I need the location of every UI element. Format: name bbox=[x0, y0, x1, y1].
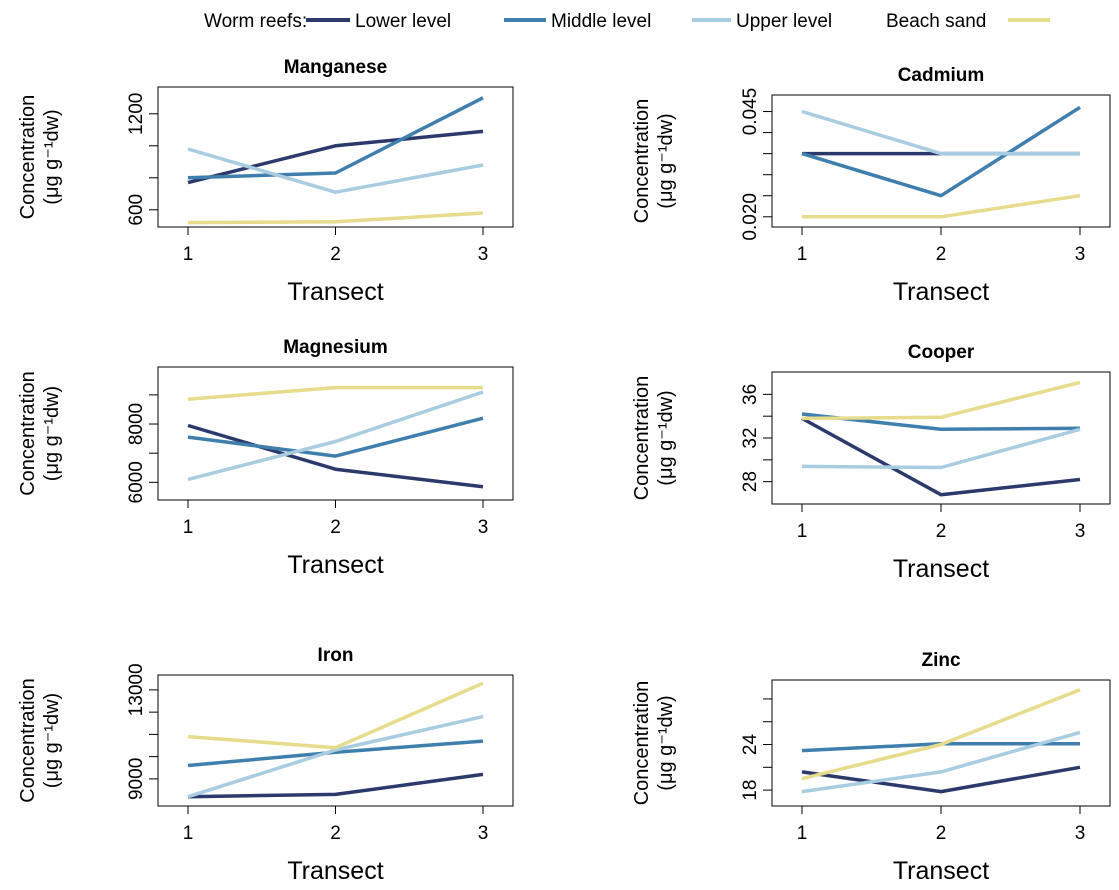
x-tick-label-manganese: 1 bbox=[183, 244, 194, 265]
x-tick-label-iron: 2 bbox=[330, 823, 341, 844]
x-tick-label-iron: 3 bbox=[478, 823, 489, 844]
y-axis-unit-zinc: (μg g⁻¹dw) bbox=[655, 695, 677, 790]
x-axis-label-zinc: Transect bbox=[893, 857, 989, 885]
panel-title-magnesium: Magnesium bbox=[283, 337, 388, 358]
series-line-iron-lower-level bbox=[187, 772, 484, 799]
x-tick-label-magnesium: 1 bbox=[183, 517, 194, 538]
panel-title-cooper: Cooper bbox=[908, 342, 975, 363]
y-axis-unit-cooper: (μg g⁻¹dw) bbox=[655, 390, 677, 485]
x-tick-label-cadmium: 3 bbox=[1075, 244, 1086, 265]
y-axis-unit-cadmium: (μg g⁻¹dw) bbox=[655, 113, 677, 208]
panel-title-zinc: Zinc bbox=[921, 650, 960, 671]
y-tick-label-zinc: 18 bbox=[740, 780, 761, 801]
x-tick-label-cooper: 2 bbox=[936, 521, 947, 542]
y-axis-unit-magnesium: (μg g⁻¹dw) bbox=[41, 386, 63, 481]
y-axis-unit-manganese: (μg g⁻¹dw) bbox=[41, 109, 63, 204]
y-tick-label-cooper: 32 bbox=[740, 427, 761, 448]
panel-zinc: Zinc 18 24 1 2 3 Transect Concentration (μg g⁻¹d… bbox=[631, 650, 1111, 885]
series-line-cadmium-upper-level bbox=[801, 109, 1080, 156]
x-axis-label-cooper: Transect bbox=[893, 555, 989, 583]
x-tick-label-cooper: 3 bbox=[1075, 521, 1086, 542]
series-line-magnesium-middle-level bbox=[187, 416, 484, 458]
series-line-iron-upper-level bbox=[187, 714, 484, 799]
y-axis-label-manganese: Concentration bbox=[17, 95, 39, 220]
series-line-magnesium-upper-level bbox=[187, 390, 484, 482]
x-axis-label-manganese: Transect bbox=[287, 278, 383, 306]
y-tick-label-magnesium: 6000 bbox=[126, 461, 147, 503]
series-line-manganese-upper-level bbox=[187, 147, 484, 194]
x-tick-label-zinc: 1 bbox=[797, 823, 808, 844]
x-tick-label-manganese: 2 bbox=[330, 244, 341, 265]
series-line-zinc-upper-level bbox=[801, 730, 1081, 794]
panel-manganese: Manganese 600 1200 1 2 3 Transect Concentration… bbox=[17, 57, 514, 306]
y-axis-label-iron: Concentration bbox=[17, 678, 39, 803]
panel-iron: Iron 9000 13000 1 2 3 Transect Concentration (μg… bbox=[17, 645, 514, 885]
panel-title-iron: Iron bbox=[318, 645, 354, 666]
y-tick-label-cooper: 36 bbox=[740, 384, 761, 405]
y-tick-label-iron: 9000 bbox=[126, 758, 147, 800]
plot-frame-cooper bbox=[771, 371, 1111, 505]
legend-label-beach-sand: Beach sand bbox=[886, 11, 986, 32]
x-tick-label-zinc: 2 bbox=[936, 823, 947, 844]
x-tick-label-cadmium: 2 bbox=[936, 244, 947, 265]
legend-label-lower-level: Lower level bbox=[355, 11, 451, 32]
x-axis-label-magnesium: Transect bbox=[287, 551, 383, 579]
x-axis-label-iron: Transect bbox=[287, 857, 383, 885]
panel-cooper: Cooper 28 32 36 1 2 3 Transect Concentration (μg … bbox=[631, 342, 1111, 583]
series-line-zinc-beach-sand bbox=[801, 688, 1081, 781]
y-tick-label-cooper: 28 bbox=[740, 471, 761, 492]
series-line-manganese-middle-level bbox=[187, 96, 484, 180]
panel-cadmium: Cadmium 0.020 0.045 1 2 3 Transect Concentratio… bbox=[631, 65, 1111, 306]
legend-label-middle-level: Middle level bbox=[551, 11, 651, 32]
series-line-iron-middle-level bbox=[187, 739, 484, 768]
series-line-cooper-lower-level bbox=[801, 416, 1081, 497]
series-line-cadmium-middle-level bbox=[801, 105, 1081, 198]
series-line-zinc-lower-level bbox=[801, 765, 1081, 794]
panel-title-cadmium: Cadmium bbox=[898, 65, 985, 86]
panel-title-manganese: Manganese bbox=[284, 57, 387, 78]
chart-panels: Manganese 600 1200 1 2 3 Transect Concentration… bbox=[17, 57, 1111, 885]
x-tick-label-cadmium: 1 bbox=[797, 244, 808, 265]
y-tick-label-manganese: 1200 bbox=[126, 93, 147, 135]
y-tick-label-manganese: 600 bbox=[126, 194, 147, 226]
y-tick-label-cadmium: 0.045 bbox=[740, 88, 761, 136]
x-axis-label-cadmium: Transect bbox=[893, 278, 989, 306]
series-line-manganese-beach-sand bbox=[187, 211, 484, 225]
series-line-magnesium-beach-sand bbox=[187, 385, 483, 401]
y-axis-label-cooper: Concentration bbox=[631, 376, 653, 501]
y-tick-label-iron: 13000 bbox=[126, 663, 147, 716]
series-line-magnesium-lower-level bbox=[187, 423, 484, 489]
y-axis-unit-iron: (μg g⁻¹dw) bbox=[41, 693, 63, 788]
y-axis-label-zinc: Concentration bbox=[631, 681, 653, 806]
series-line-cooper-upper-level bbox=[801, 427, 1081, 470]
series-line-cadmium-beach-sand bbox=[802, 193, 1081, 219]
legend: Worm reefs: Lower level Middle level Upp… bbox=[204, 11, 1050, 32]
panel-magnesium: Magnesium 6000 8000 1 2 3 Transect Concentratio… bbox=[17, 337, 514, 579]
series-line-cooper-beach-sand bbox=[801, 380, 1081, 421]
x-tick-label-iron: 1 bbox=[183, 823, 194, 844]
x-tick-label-manganese: 3 bbox=[478, 244, 489, 265]
x-tick-label-magnesium: 2 bbox=[330, 517, 341, 538]
y-axis-label-cadmium: Concentration bbox=[631, 99, 653, 224]
y-tick-label-zinc: 24 bbox=[740, 734, 761, 756]
y-axis-label-magnesium: Concentration bbox=[17, 371, 39, 496]
x-tick-label-cooper: 1 bbox=[797, 521, 808, 542]
x-tick-label-magnesium: 3 bbox=[478, 517, 489, 538]
legend-group-label: Worm reefs: bbox=[204, 11, 307, 32]
y-tick-label-cadmium: 0.020 bbox=[740, 193, 761, 241]
y-tick-label-magnesium: 8000 bbox=[126, 403, 147, 445]
legend-label-upper-level: Upper level bbox=[736, 11, 832, 32]
series-line-iron-beach-sand bbox=[187, 681, 484, 750]
x-tick-label-zinc: 3 bbox=[1075, 823, 1086, 844]
series-line-manganese-lower-level bbox=[187, 129, 484, 185]
